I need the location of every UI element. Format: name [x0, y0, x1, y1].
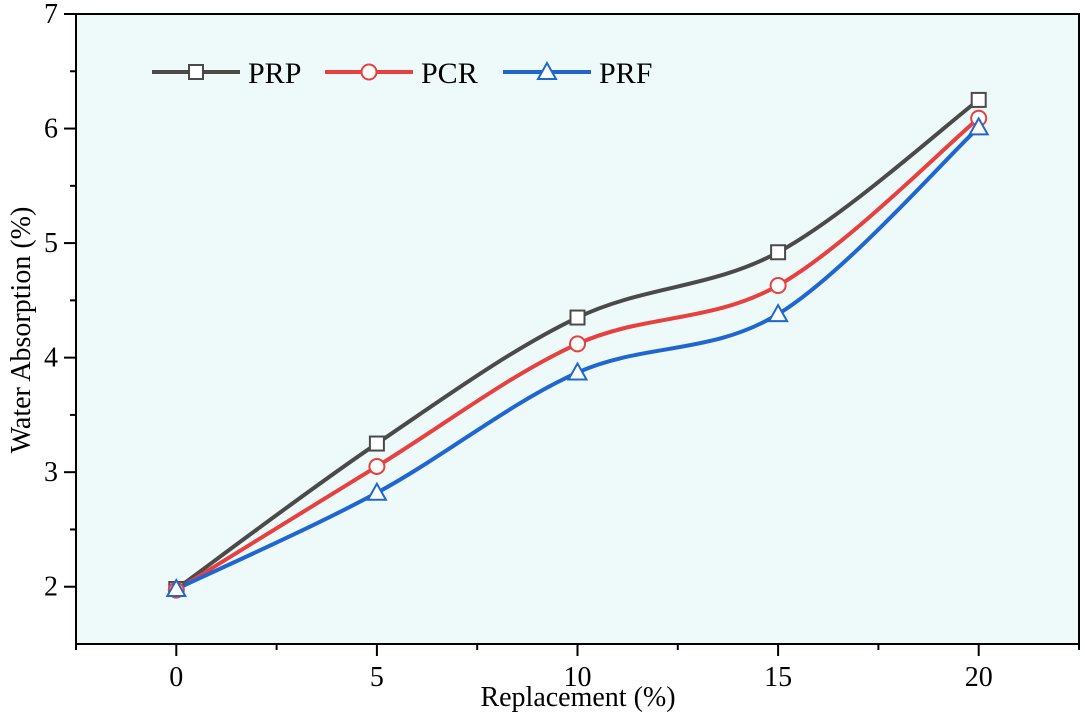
- legend-label-prp: PRP: [248, 57, 301, 90]
- y-axis-title: Water Absorption (%): [6, 207, 37, 454]
- legend-marker-pcr: [360, 63, 378, 81]
- data-point-prp: [970, 91, 987, 108]
- y-tick-label: 7: [44, 0, 58, 30]
- y-tick-label: 4: [44, 343, 58, 374]
- legend-label-prf: PRF: [599, 57, 652, 90]
- legend-label-pcr: PCR: [421, 57, 478, 90]
- y-tick-label: 5: [44, 228, 58, 259]
- y-tick-label: 3: [44, 457, 58, 488]
- y-axis: 2 3 4 5 6 7: [44, 0, 76, 603]
- data-point-prp: [368, 435, 385, 452]
- series-layer: [165, 91, 990, 599]
- x-tick-label: 5: [370, 662, 384, 693]
- data-point-prp: [770, 244, 787, 261]
- data-point-pcr: [368, 457, 386, 475]
- data-point-pcr: [769, 276, 787, 294]
- legend-marker-prf: [536, 60, 558, 80]
- x-tick-label: 15: [764, 662, 792, 693]
- x-tick-label: 20: [965, 662, 993, 693]
- data-point-prf: [366, 481, 388, 501]
- legend: PRP PCR PRF: [152, 57, 652, 90]
- data-point-prp: [569, 309, 586, 326]
- x-axis: 0 5 10 15 20: [75, 644, 1080, 693]
- data-point-pcr: [569, 335, 586, 353]
- y-tick-label: 2: [44, 572, 58, 603]
- x-tick-label: 0: [169, 662, 183, 693]
- data-point-prf: [767, 303, 789, 323]
- legend-marker-prp: [188, 64, 204, 80]
- x-tick-label: 10: [564, 662, 592, 693]
- data-point-prf: [165, 577, 188, 598]
- data-point-prf: [566, 361, 589, 381]
- data-point-prf: [967, 116, 990, 136]
- y-tick-label: 6: [44, 114, 58, 145]
- x-axis-title: Replacement (%): [480, 682, 675, 713]
